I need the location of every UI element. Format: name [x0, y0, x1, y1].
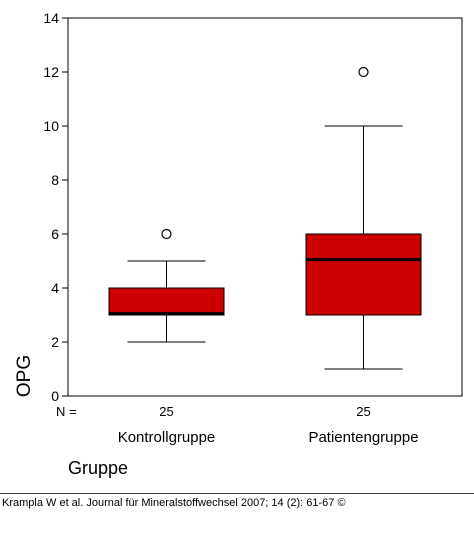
outlier-point [161, 228, 172, 240]
n-label: N = [56, 404, 77, 419]
box-1 [108, 228, 225, 343]
box-series [108, 66, 422, 370]
divider [0, 493, 474, 494]
x-axis-label: Gruppe [68, 458, 128, 478]
y-axis: 0 2 4 6 8 10 12 14 [43, 10, 68, 404]
boxplot-figure: 0 2 4 6 8 10 12 14 N = 25 25 Kontrollgruppe Patie… [0, 10, 474, 494]
box-2 [305, 66, 422, 370]
boxplot-chart: 0 2 4 6 8 10 12 14 N = 25 25 Kontrollgruppe Patie… [14, 10, 463, 478]
y-tick-label: 12 [43, 64, 59, 80]
category-label: Kontrollgruppe [118, 429, 216, 446]
y-axis-label: OPG [14, 355, 35, 397]
n-value: 25 [356, 404, 370, 419]
box-body [305, 233, 422, 316]
y-tick-label: 6 [51, 226, 59, 242]
outlier-point [358, 66, 369, 78]
plot-frame [67, 17, 463, 397]
box-body [108, 287, 225, 316]
category-label: Patientengruppe [308, 429, 418, 446]
category-labels: Kontrollgruppe Patientengruppe [118, 429, 419, 446]
n-value: 25 [159, 404, 173, 419]
n-row: N = 25 25 [56, 404, 371, 419]
y-tick-label: 2 [51, 334, 59, 350]
citation-text: Krampla W et al. Journal für Mineralstof… [2, 497, 346, 509]
y-tick-label: 10 [43, 118, 59, 134]
y-tick-label: 8 [51, 172, 59, 188]
y-tick-label: 4 [51, 280, 59, 296]
y-tick-label: 0 [51, 388, 59, 404]
y-tick-label: 14 [43, 10, 59, 26]
